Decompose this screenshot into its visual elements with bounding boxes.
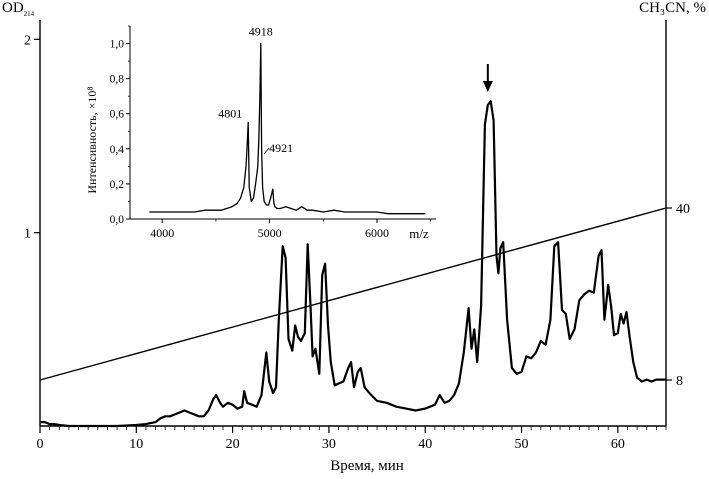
inset-y-tick-label: 1,0 (110, 39, 125, 51)
inset-x-tick-label: 4000 (150, 226, 174, 240)
inset-y-tick-label: 0,2 (110, 179, 125, 191)
inset-peak-labels: 4918 4801 4921 (218, 25, 293, 155)
inset-plot: Интенсивность, ×10⁸ m/z 0,0 0,2 0,4 0,6 0,8 1… (85, 25, 436, 241)
absorbance-series-line (40, 100, 666, 428)
inset-spectrum-line (149, 42, 426, 215)
left-axis-label: OD214 (2, 0, 35, 18)
inset-y-tick-label: 0,4 (110, 144, 125, 156)
inset-y-tick-label: 0,8 (110, 74, 125, 86)
inset-y-axis-ticks: 0,0 0,2 0,4 0,6 0,8 1,0 (110, 25, 130, 226)
left-axis-tick-label: 2 (24, 33, 31, 48)
inset-y-tick-label: 0,0 (110, 214, 125, 226)
arrow-head (482, 81, 493, 92)
inset-peak-label: 4921 (269, 141, 293, 155)
inset-peak-label: 4918 (249, 25, 273, 39)
x-axis-tick-label: 30 (322, 437, 336, 452)
inset-peak-label: 4801 (218, 107, 242, 121)
x-axis-tick-label: 0 (37, 437, 44, 452)
left-axis-tick-label: 1 (24, 227, 31, 242)
right-axis-ticks: 8 40 (666, 202, 690, 389)
right-axis-tick-label: 8 (676, 374, 683, 389)
x-axis-ticks: 0 10 20 30 40 50 60 (37, 426, 667, 452)
x-axis-tick-label: 40 (418, 437, 432, 452)
inset-x-tick-label: 6000 (365, 226, 389, 240)
peak-arrow-icon (482, 64, 493, 92)
x-axis-tick-label: 20 (226, 437, 240, 452)
inset-y-tick-label: 0,6 (110, 109, 125, 121)
inset-y-axis-label: Интенсивность, ×10⁸ (85, 86, 99, 193)
inset-x-tick-label: 5000 (258, 226, 282, 240)
right-axis-label: CH₃CN, % (639, 0, 706, 16)
right-axis-tick-label: 40 (676, 202, 690, 217)
x-axis-tick-label: 10 (129, 437, 143, 452)
x-axis-label: Время, мин (330, 458, 404, 474)
left-axis-ticks: 12 (24, 33, 40, 242)
inset-x-axis-ticks: 4000 5000 6000 (150, 219, 432, 240)
x-axis-tick-label: 50 (515, 437, 529, 452)
inset-x-axis-label: m/z (409, 226, 429, 241)
x-axis-tick-label: 60 (611, 437, 625, 452)
inset-peak-leader (263, 147, 270, 155)
gradient-series-line (39, 207, 667, 381)
